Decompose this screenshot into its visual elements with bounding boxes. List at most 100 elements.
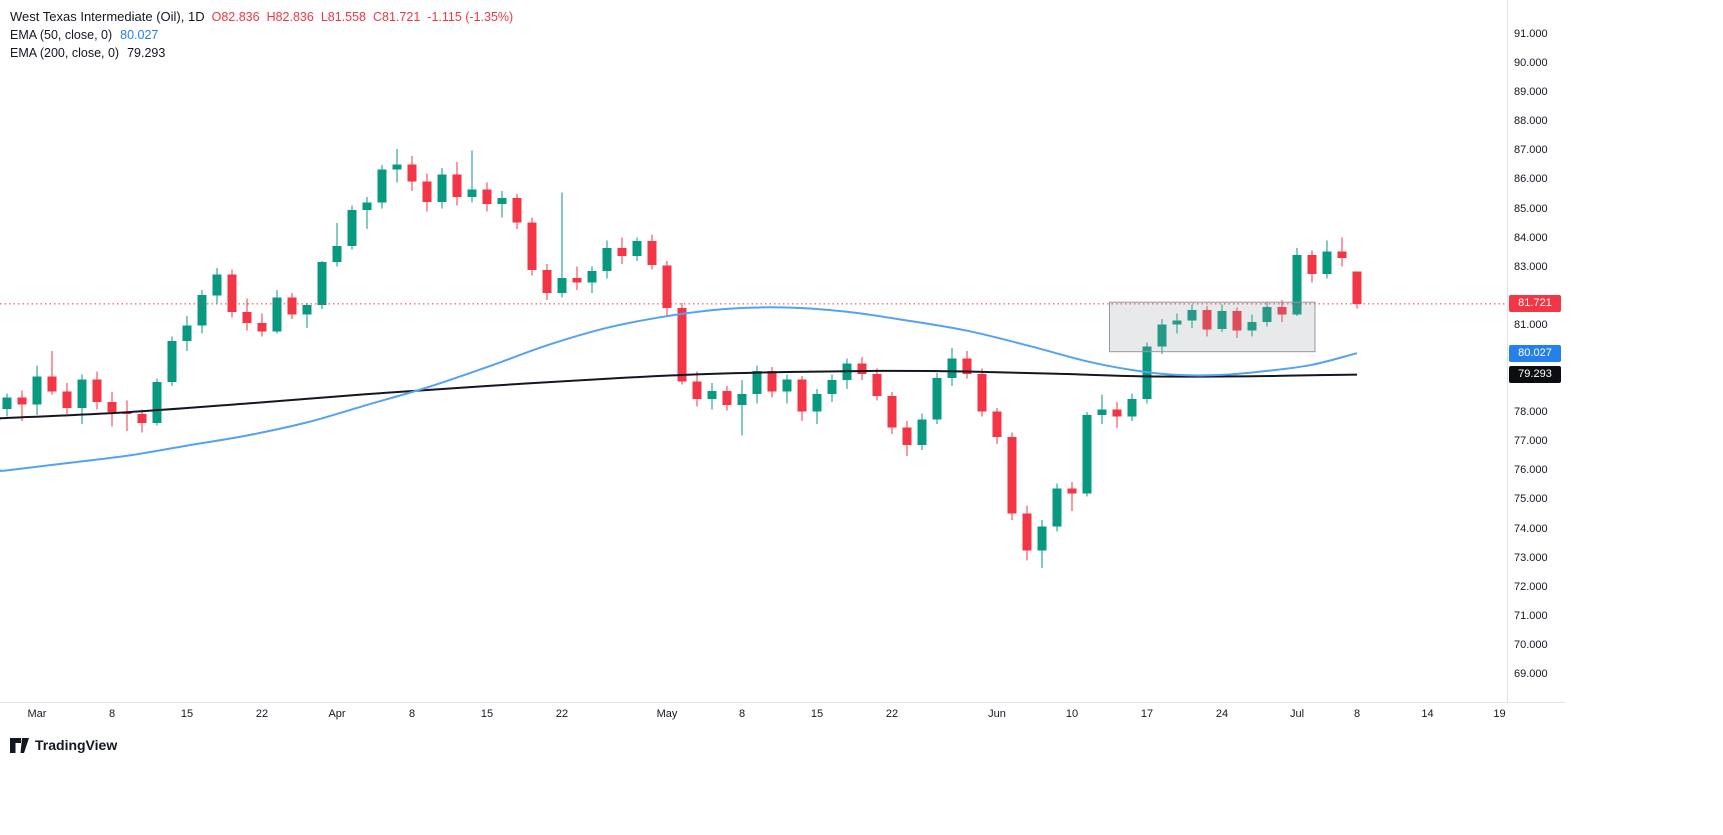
candle-body	[467, 189, 477, 197]
time-axis-label: 14	[1421, 708, 1434, 720]
candle-body	[362, 202, 372, 210]
candle-body	[602, 247, 612, 272]
ema200-price-badge: 79.293	[1509, 366, 1561, 384]
candle-body	[962, 358, 972, 374]
candle-body	[242, 311, 252, 323]
price-tick-label: 85.000	[1514, 202, 1548, 215]
candle-body	[212, 274, 222, 296]
tradingview-logo[interactable]: TradingView	[10, 737, 117, 753]
candle-body	[1217, 310, 1227, 330]
candle-body	[632, 240, 642, 257]
price-tick-label: 87.000	[1514, 144, 1548, 157]
candle-body	[332, 246, 342, 262]
candle-body	[1172, 320, 1182, 325]
candle-body	[1202, 309, 1212, 330]
time-axis-label: 15	[180, 708, 194, 720]
candle-body	[92, 379, 102, 402]
candle-body	[62, 391, 72, 408]
price-tick-label: 81.000	[1514, 318, 1548, 331]
time-axis-label: 10	[1065, 708, 1079, 720]
price-tick-label: 91.000	[1514, 28, 1548, 40]
time-axis-label: Apr	[328, 708, 346, 720]
price-tick-label: 84.000	[1514, 231, 1548, 244]
candle-body	[767, 370, 777, 392]
candle-body	[617, 247, 627, 257]
ema50-label[interactable]: EMA (50, close, 0)	[10, 28, 113, 42]
candle-body	[557, 277, 567, 293]
price-tick-label: 75.000	[1514, 493, 1548, 506]
candle-body	[302, 305, 312, 315]
candle-body	[647, 240, 657, 266]
ohlc-close: C81.721	[373, 10, 421, 24]
time-axis-label: 19	[1493, 708, 1506, 720]
tradingview-logo-icon	[10, 737, 29, 753]
time-axis-label: 8	[1353, 708, 1361, 720]
candle-body	[47, 376, 57, 392]
candle-body	[692, 381, 702, 399]
candle-body	[1067, 488, 1077, 494]
ema200-line[interactable]	[0, 369, 1358, 420]
price-tick-label: 76.000	[1514, 464, 1548, 477]
candle-body	[1277, 306, 1287, 315]
ema50-line[interactable]	[0, 306, 1358, 472]
candle-body	[437, 174, 447, 202]
price-tick-label: 70.000	[1514, 638, 1548, 651]
time-axis-label: Jun	[988, 708, 1006, 720]
candle-body	[662, 265, 672, 309]
ohlc-high: H82.836	[266, 10, 314, 24]
time-axis-separator	[0, 702, 1565, 703]
time-axis-label: 24	[1215, 708, 1229, 720]
price-tick-label: 73.000	[1514, 551, 1548, 564]
candle-body	[1112, 409, 1122, 417]
time-axis-label: 22	[885, 708, 899, 720]
candle-body	[722, 391, 732, 405]
candle-body	[107, 402, 117, 412]
candle-body	[1307, 255, 1317, 274]
price-tick-label: 74.000	[1514, 522, 1548, 535]
price-tick-label: 90.000	[1514, 57, 1548, 70]
price-axis[interactable]: 69.000 70.000 71.000 72.000 73.000 74.000 75.0…	[1507, 0, 1627, 702]
candle-body	[797, 379, 807, 412]
candle-body	[1097, 409, 1107, 416]
candle-body	[542, 270, 552, 293]
candle-body	[1007, 436, 1017, 514]
candle-body	[707, 391, 717, 399]
candle-body	[407, 164, 417, 182]
candle-body	[32, 376, 42, 405]
candle-body	[782, 379, 792, 392]
candle-body	[17, 397, 27, 405]
time-axis[interactable]: Mar 8 15 22 Apr 8 15 22 May 8 15 22 Jun 10 17 24 Jul 8 14 1…	[0, 702, 1507, 724]
candle-body	[887, 396, 897, 428]
candle-body	[512, 198, 522, 223]
candle-body	[1127, 398, 1137, 417]
time-axis-label: Mar	[27, 708, 47, 720]
candle-body	[947, 358, 957, 378]
price-tick-label: 83.000	[1514, 260, 1548, 273]
candle-body	[77, 379, 87, 408]
candle-body	[1337, 251, 1347, 258]
ema50-price-badge: 80.027	[1509, 344, 1561, 362]
time-axis-label: Jul	[1289, 708, 1305, 720]
time-axis-label: 22	[255, 708, 269, 720]
candle-body	[1322, 251, 1332, 274]
last-price-badge: 81.721	[1509, 295, 1561, 313]
candle-body	[917, 419, 927, 445]
price-tick-label: 71.000	[1514, 609, 1548, 622]
candle-body	[932, 377, 942, 420]
candle-body	[587, 271, 597, 283]
ohlc-open: O82.836	[211, 10, 260, 24]
candle-body	[1232, 310, 1242, 331]
candle-body	[257, 322, 267, 332]
price-tick-label: 72.000	[1514, 580, 1548, 593]
candle-body	[227, 274, 237, 312]
ema200-value: 79.293	[127, 46, 166, 60]
ohlc-low: L81.558	[320, 10, 367, 24]
time-axis-label: 15	[810, 708, 824, 720]
consolidation-highlight-box[interactable]	[1109, 301, 1316, 353]
symbol-title[interactable]: West Texas Intermediate (Oil), 1D	[10, 9, 205, 24]
price-tick-label: 89.000	[1514, 86, 1548, 99]
candle-body	[167, 340, 177, 382]
time-axis-label: 17	[1140, 708, 1154, 720]
ema200-label[interactable]: EMA (200, close, 0)	[10, 46, 120, 60]
